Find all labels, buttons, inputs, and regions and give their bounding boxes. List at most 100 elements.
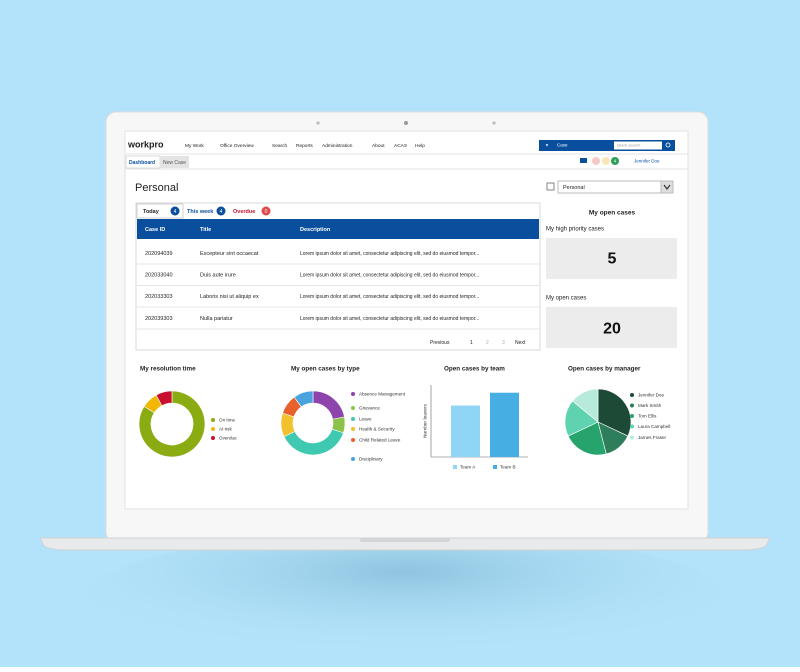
- view-icon[interactable]: [546, 182, 555, 191]
- table-cell: 202094039: [145, 251, 173, 257]
- nav-item[interactable]: My Work: [185, 143, 204, 149]
- legend-label: At risk: [219, 427, 232, 432]
- case-tab[interactable]: Overdue: [233, 209, 255, 215]
- count-badge: [216, 206, 226, 216]
- legend-swatch: [630, 414, 634, 418]
- slice: [597, 388, 632, 437]
- count-badge: [170, 206, 180, 216]
- legend-label: Team B: [500, 465, 516, 470]
- legend-label: James Fraser: [638, 435, 667, 440]
- legend-swatch: [630, 435, 634, 440]
- status-dot: [592, 157, 600, 165]
- legend-swatch: [351, 417, 355, 421]
- pagination[interactable]: 2: [486, 340, 489, 346]
- legend-label: On time: [219, 418, 236, 423]
- search-placeholder: Quick search: [617, 143, 640, 148]
- notification-badge[interactable]: [611, 157, 619, 165]
- search-icon[interactable]: [665, 142, 671, 148]
- table-cell: Duis aute irure: [200, 272, 236, 278]
- legend-swatch: [351, 457, 355, 461]
- notification-count: 4: [614, 159, 617, 164]
- chart-title: My open cases by type: [291, 366, 360, 373]
- legend-label: Child Related Leave: [359, 438, 401, 443]
- tab-label[interactable]: New Case: [163, 160, 186, 166]
- bar: [490, 392, 519, 457]
- search-caret: ▼: [545, 143, 549, 148]
- bezel-dot: [316, 121, 320, 125]
- selector-caret: [663, 184, 671, 190]
- count-badge: [261, 206, 271, 216]
- logo[interactable]: workpro: [127, 139, 164, 149]
- search-input[interactable]: [614, 141, 662, 150]
- legend-label: Tom Ellis: [638, 414, 657, 419]
- legend-swatch: [453, 465, 457, 469]
- slice: [155, 390, 173, 407]
- shadow: [85, 530, 725, 670]
- column-header: Title: [200, 227, 211, 233]
- slice: [293, 390, 314, 408]
- nav-item[interactable]: Help: [415, 143, 425, 149]
- slice: [567, 421, 607, 456]
- case-count: 0: [265, 209, 268, 215]
- mail-icon[interactable]: [580, 158, 587, 163]
- search-scope[interactable]: Case: [557, 143, 568, 148]
- case-count: 4: [220, 209, 223, 215]
- summary-title: My open cases: [589, 210, 636, 217]
- legend-swatch: [351, 438, 355, 442]
- table-cell: Excepteur sint occaecat: [200, 251, 259, 257]
- pagination[interactable]: 3: [502, 340, 505, 346]
- kpi-value: 20: [603, 321, 621, 338]
- table-cell: Laboris nisi ut aliquip ex: [200, 294, 259, 300]
- nav-item[interactable]: ACAS: [394, 143, 407, 149]
- chart-title: My resolution time: [140, 366, 196, 373]
- nav-item[interactable]: Office Overview: [220, 143, 254, 149]
- legend-swatch: [351, 427, 355, 431]
- table-cell: Lorem ipsum dolor sit amet, consectetur …: [300, 294, 479, 300]
- chart-title: Open cases by manager: [568, 366, 641, 373]
- column-header: Case ID: [145, 227, 165, 233]
- table-cell: Lorem ipsum dolor sit amet, consectetur …: [300, 316, 479, 322]
- active-case-tab[interactable]: [136, 203, 184, 219]
- nav-item[interactable]: Administration: [322, 143, 353, 149]
- table-cell: 202033303: [145, 294, 173, 300]
- legend-swatch: [630, 424, 634, 429]
- column-header: Description: [300, 227, 331, 233]
- selector-button[interactable]: [660, 180, 674, 194]
- slice: [138, 390, 206, 458]
- legend-label: Overdue: [219, 436, 237, 441]
- legend-swatch: [351, 392, 355, 396]
- case-tab[interactable]: Today: [143, 209, 160, 215]
- page-title: Personal: [135, 182, 178, 194]
- case-count: 4: [174, 209, 177, 215]
- nav-item[interactable]: About: [372, 143, 385, 149]
- user-name[interactable]: Jennifer Doe: [634, 159, 660, 164]
- laptop-base: [39, 537, 771, 551]
- pagination[interactable]: 1: [470, 340, 473, 346]
- table-cell: Lorem ipsum dolor sit amet, consectetur …: [300, 251, 479, 257]
- kpi-label: My high priority cases: [546, 227, 604, 233]
- nav-item[interactable]: Reports: [296, 143, 313, 149]
- legend-label: Health & Security: [359, 427, 395, 432]
- nav-item[interactable]: Search: [272, 143, 288, 149]
- pagination[interactable]: Previous: [430, 340, 450, 346]
- y-axis-label: Number leavers: [422, 403, 428, 437]
- pagination[interactable]: Next: [515, 340, 526, 346]
- legend-swatch: [211, 427, 215, 431]
- tab-label[interactable]: Dashboard: [129, 160, 155, 166]
- laptop-notch: [360, 538, 450, 542]
- legend-swatch: [630, 393, 634, 397]
- legend-label: Team A: [460, 465, 476, 470]
- search-bar: [539, 140, 675, 151]
- legend-swatch: [630, 403, 634, 408]
- table-cell: 202039303: [145, 316, 173, 322]
- legend-swatch: [211, 436, 215, 440]
- legend-label: Grievance: [359, 406, 380, 411]
- legend-swatch: [211, 418, 215, 422]
- legend-label: Leave: [359, 417, 372, 422]
- view-selector-label[interactable]: Personal: [563, 185, 585, 191]
- kpi-value: 5: [608, 251, 617, 268]
- bezel-dot: [492, 121, 496, 125]
- tab[interactable]: [160, 156, 189, 168]
- case-tab[interactable]: This week: [187, 209, 214, 215]
